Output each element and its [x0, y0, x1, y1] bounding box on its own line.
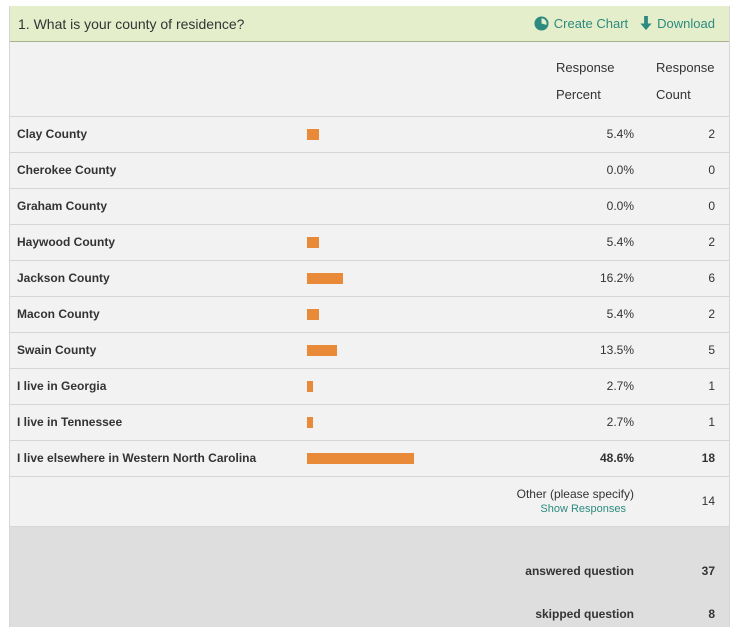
response-count-header: Response Count — [656, 54, 726, 108]
table-row: Graham County 0.0% 0 — [10, 189, 729, 225]
bar-track — [307, 417, 527, 428]
answered-label: answered question — [525, 564, 634, 578]
question-header: 1. What is your county of residence? Cre… — [10, 6, 729, 42]
summary-section: answered question 37 skipped question 8 — [10, 527, 729, 627]
response-percent: 48.6% — [599, 451, 634, 465]
percent-header-line2: Percent — [556, 87, 601, 102]
download-label: Download — [657, 16, 715, 31]
response-percent-header: Response Percent — [556, 54, 626, 108]
create-chart-button[interactable]: Create Chart — [534, 16, 628, 31]
answer-label: Swain County — [17, 343, 97, 357]
answer-label: Clay County — [17, 127, 88, 141]
bar-track — [307, 381, 527, 392]
response-bar — [307, 237, 319, 248]
create-chart-label: Create Chart — [553, 16, 629, 31]
response-count: 2 — [708, 307, 715, 321]
question-actions: Create Chart Download — [534, 16, 715, 31]
response-count: 6 — [708, 271, 715, 285]
table-row: Swain County 13.5% 5 — [10, 333, 729, 369]
table-row: I live elsewhere in Western North Caroli… — [10, 441, 729, 477]
response-bar — [307, 309, 319, 320]
column-headers: Response Percent Response Count — [10, 42, 729, 117]
response-bar — [307, 381, 313, 392]
show-responses-link[interactable]: Show Responses — [540, 503, 626, 515]
count-header-line2: Count — [656, 87, 691, 102]
response-percent: 2.7% — [606, 379, 634, 393]
response-percent: 16.2% — [599, 271, 634, 285]
answer-rows: Clay County 5.4% 2 Cherokee County 0.0% … — [10, 117, 729, 477]
answer-label: I live elsewhere in Western North Caroli… — [17, 451, 257, 465]
response-bar — [307, 345, 337, 356]
answer-label: Macon County — [17, 307, 100, 321]
response-bar — [307, 129, 319, 140]
response-count: 18 — [701, 451, 715, 465]
skipped-row: skipped question 8 — [10, 584, 729, 627]
response-percent: 13.5% — [599, 343, 634, 357]
table-row: Clay County 5.4% 2 — [10, 117, 729, 153]
response-count: 2 — [708, 127, 715, 141]
percent-header-line1: Response — [556, 60, 615, 75]
other-label: Other (please specify) — [516, 487, 634, 501]
response-count: 0 — [708, 199, 715, 213]
response-percent: 5.4% — [606, 235, 634, 249]
download-button[interactable]: Download — [640, 16, 715, 31]
bar-track — [307, 453, 527, 464]
skipped-value: 8 — [708, 607, 715, 621]
other-count: 14 — [701, 494, 715, 508]
response-count: 0 — [708, 163, 715, 177]
bar-track — [307, 129, 527, 140]
table-row: Haywood County 5.4% 2 — [10, 225, 729, 261]
response-percent: 2.7% — [606, 415, 634, 429]
table-row: Cherokee County 0.0% 0 — [10, 153, 729, 189]
table-row: Jackson County 16.2% 6 — [10, 261, 729, 297]
response-bar — [307, 453, 414, 464]
response-bar — [307, 417, 313, 428]
bar-track — [307, 309, 527, 320]
bar-track — [307, 201, 527, 212]
bar-track — [307, 345, 527, 356]
response-count: 2 — [708, 235, 715, 249]
response-bar — [307, 273, 343, 284]
response-count: 1 — [708, 415, 715, 429]
bar-track — [307, 273, 527, 284]
table-row: I live in Georgia 2.7% 1 — [10, 369, 729, 405]
question-title: 1. What is your county of residence? — [18, 15, 245, 32]
table-row: Macon County 5.4% 2 — [10, 297, 729, 333]
response-percent: 0.0% — [606, 163, 634, 177]
answer-label: I live in Georgia — [17, 379, 107, 393]
response-percent: 5.4% — [606, 307, 634, 321]
answer-label: I live in Tennessee — [17, 415, 123, 429]
response-count: 5 — [708, 343, 715, 357]
answer-label: Jackson County — [17, 271, 110, 285]
answer-label: Graham County — [17, 199, 108, 213]
download-arrow-icon — [640, 16, 652, 31]
response-percent: 0.0% — [606, 199, 634, 213]
bar-track — [307, 165, 527, 176]
skipped-label: skipped question — [535, 607, 634, 621]
answered-row: answered question 37 — [10, 527, 729, 584]
bar-track — [307, 237, 527, 248]
pie-chart-icon — [534, 16, 549, 31]
count-header-line1: Response — [656, 60, 715, 75]
table-row: I live in Tennessee 2.7% 1 — [10, 405, 729, 441]
other-row: Other (please specify) Show Responses 14 — [10, 477, 729, 527]
answered-value: 37 — [701, 564, 715, 578]
response-percent: 5.4% — [606, 127, 634, 141]
response-count: 1 — [708, 379, 715, 393]
answer-label: Haywood County — [17, 235, 115, 249]
answer-label: Cherokee County — [17, 163, 117, 177]
question-panel: 1. What is your county of residence? Cre… — [9, 6, 730, 627]
